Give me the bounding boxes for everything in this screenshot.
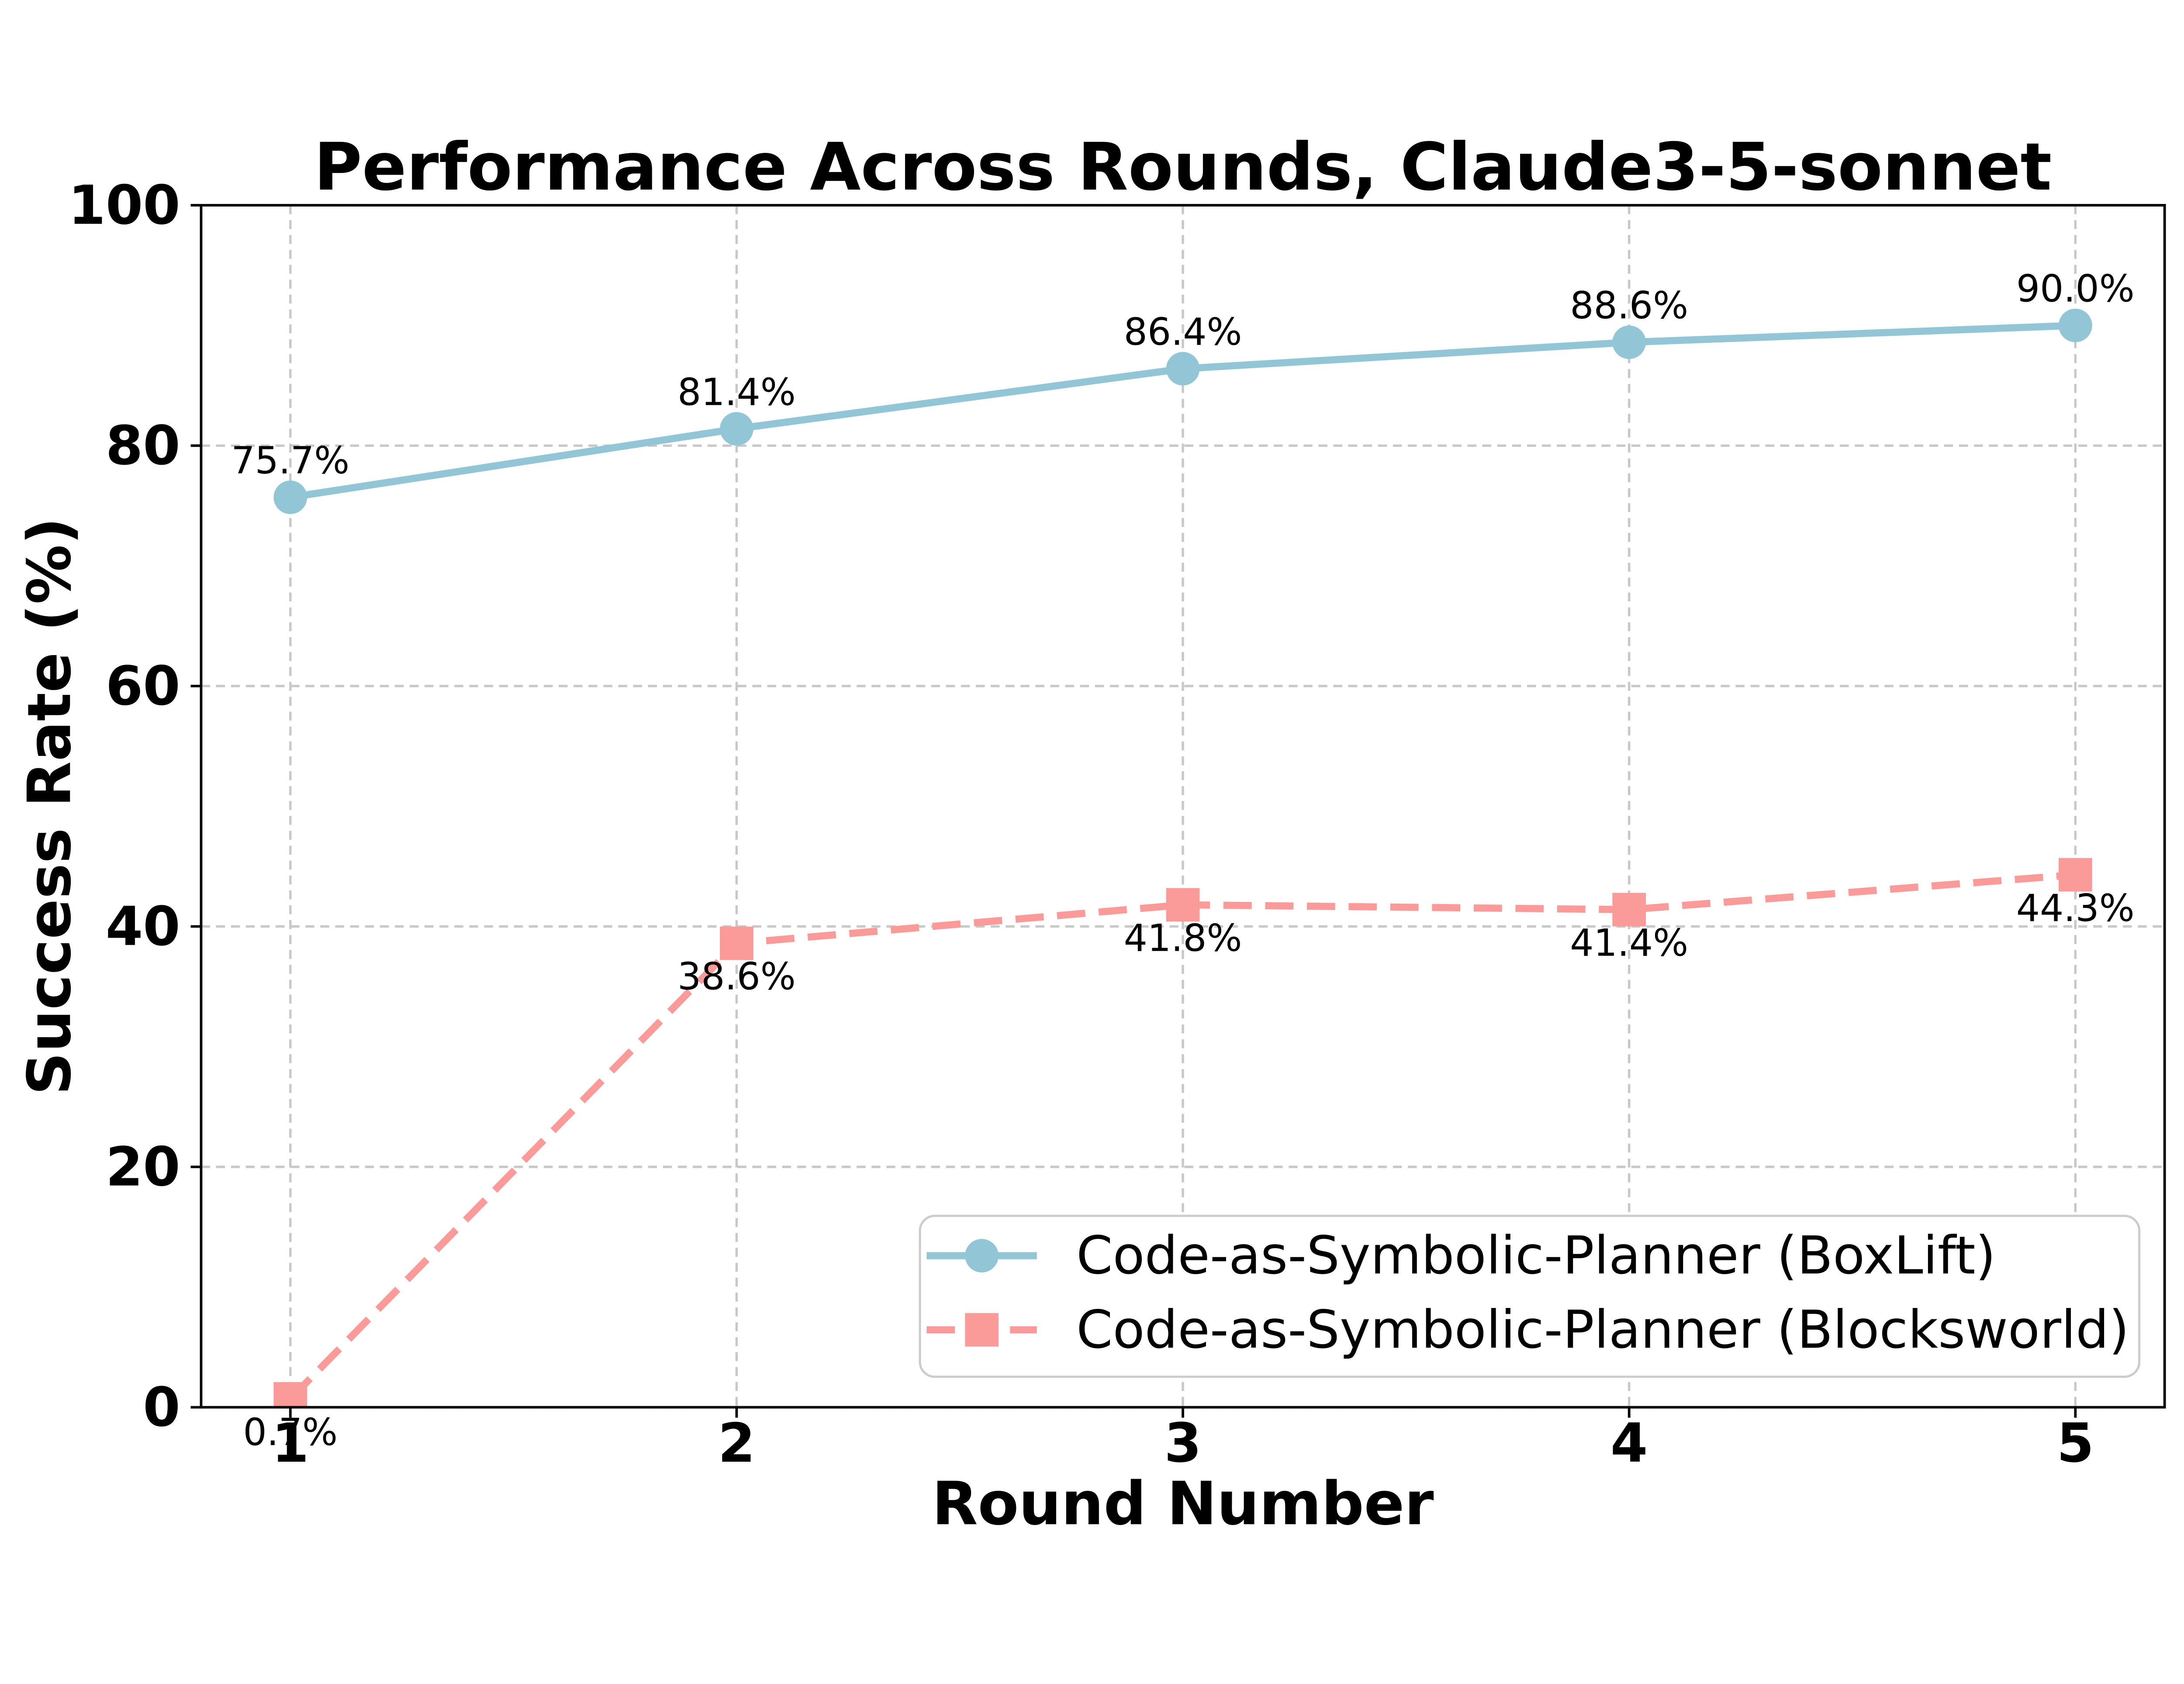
square-marker <box>2058 858 2092 892</box>
data-point-label: 90.0% <box>2016 268 2135 311</box>
data-point-label: 41.4% <box>1570 922 1688 965</box>
legend-label: Code-as-Symbolic-Planner (BoxLift) <box>1076 1225 1996 1286</box>
data-point-label: 44.3% <box>2016 887 2135 930</box>
data-point-label: 86.4% <box>1124 311 1242 354</box>
x-tick-label: 5 <box>2057 1412 2094 1474</box>
data-point-label: 75.7% <box>231 439 349 483</box>
y-axis-label: Success Rate (%) <box>15 518 84 1095</box>
data-point-label: 81.4% <box>677 371 796 414</box>
x-tick-label: 3 <box>1164 1412 1201 1474</box>
circle-marker <box>2058 308 2092 342</box>
data-point-label: 38.6% <box>677 956 796 999</box>
gridlines <box>201 204 2165 1409</box>
x-tick-label: 1 <box>272 1412 309 1474</box>
circle-marker <box>720 412 753 446</box>
square-marker <box>273 1382 308 1408</box>
x-tick-label: 4 <box>1610 1412 1648 1474</box>
axis-ticks <box>190 204 2077 1418</box>
legend-circle-marker <box>965 1239 999 1273</box>
square-marker <box>1612 893 1646 927</box>
data-label-layer: 75.7% 81.4% 86.4% 88.6% 90.0% 0.7% 38.6% 41.8% 4… <box>231 268 2134 1454</box>
axis-tick-labels: 1 2 3 4 5 0 20 40 60 80 100 <box>68 174 2094 1474</box>
x-tick-label: 2 <box>718 1412 755 1474</box>
circle-marker <box>1612 325 1646 359</box>
series-layer <box>273 308 2092 1408</box>
y-tick-label: 0 <box>143 1376 180 1439</box>
y-tick-label: 60 <box>106 655 180 718</box>
legend: Code-as-Symbolic-Planner (BoxLift) Code-a… <box>919 1215 2141 1378</box>
y-tick-label: 20 <box>106 1135 180 1198</box>
legend-box <box>919 1215 2141 1378</box>
data-point-label: 0.7% <box>243 1411 338 1454</box>
square-marker <box>720 926 753 960</box>
legend-square-marker <box>965 1313 999 1347</box>
square-marker <box>1166 888 1200 922</box>
circle-marker <box>273 480 308 514</box>
data-point-label: 88.6% <box>1570 284 1688 328</box>
y-tick-label: 100 <box>68 174 180 237</box>
chart-title: Performance Across Rounds, Claude3-5-son… <box>314 129 2052 205</box>
data-point-label: 41.8% <box>1124 917 1242 960</box>
y-tick-label: 80 <box>106 414 180 477</box>
x-axis-label: Round Number <box>932 1469 1434 1539</box>
legend-item-blocksworld: Code-as-Symbolic-Planner (Blocksworld) <box>926 1300 2129 1360</box>
circle-marker <box>1166 352 1200 386</box>
y-tick-label: 40 <box>106 895 180 958</box>
legend-label: Code-as-Symbolic-Planner (Blocksworld) <box>1076 1300 2129 1360</box>
legend-item-boxlift: Code-as-Symbolic-Planner (BoxLift) <box>926 1225 1996 1286</box>
